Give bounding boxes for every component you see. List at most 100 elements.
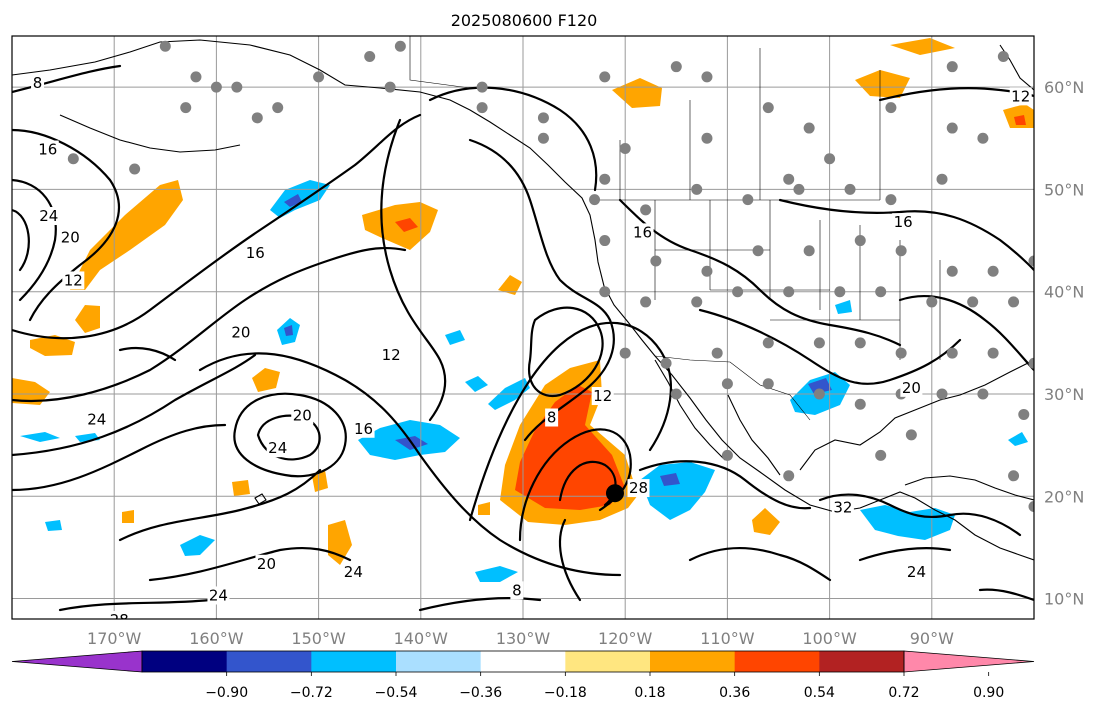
contour-label-bg — [900, 378, 923, 397]
negative-anomaly-area — [835, 300, 852, 314]
contour-line — [198, 352, 622, 577]
contour-line — [818, 493, 1022, 537]
contour-line — [558, 518, 582, 602]
colorbar-bin — [396, 651, 482, 672]
station-dot — [885, 194, 897, 206]
contour-label: 12 — [1011, 87, 1030, 105]
border-line — [409, 36, 471, 89]
station-dot — [803, 245, 815, 257]
station-dot — [1028, 357, 1034, 369]
coastline — [904, 475, 1034, 501]
colorbar-bin — [311, 651, 397, 672]
colorbar-bin — [650, 651, 736, 672]
contour-line — [418, 596, 542, 612]
latitude-tick-label: 50°N — [1044, 180, 1084, 199]
coastline — [654, 359, 726, 461]
positive-anomaly-area — [75, 305, 100, 333]
contour-label-bg — [31, 74, 45, 93]
colorbar-frame — [141, 650, 905, 673]
colorbar-bin — [734, 651, 820, 672]
contour-label-bg — [255, 554, 278, 573]
longitude-tick-label: 140°W — [394, 629, 449, 648]
contour-line — [380, 118, 447, 422]
contour-line — [618, 198, 902, 347]
contour-label: 24 — [39, 207, 58, 225]
contour-line — [698, 308, 962, 385]
positive-anomaly-area — [312, 470, 328, 492]
contour-label: 24 — [209, 586, 228, 604]
station-dot — [946, 265, 958, 277]
latitude-tick-label: 40°N — [1044, 283, 1084, 302]
station-dot — [783, 286, 795, 298]
contour-line — [978, 588, 1034, 602]
contour-label: 16 — [38, 141, 57, 159]
contour-label-bg — [352, 419, 375, 438]
contour-line — [778, 198, 1034, 272]
station-dot — [803, 122, 815, 134]
station-dot — [599, 286, 611, 298]
positive-anomaly-area — [12, 378, 50, 405]
station-dot — [762, 337, 774, 349]
contour-label-bg — [266, 439, 289, 458]
coastline — [727, 394, 781, 476]
contour-line — [12, 64, 122, 94]
station-dot — [1028, 255, 1034, 267]
colorbar-extend-low — [11, 650, 143, 673]
negative-anomaly-area — [465, 376, 488, 392]
contour-label: 8 — [547, 409, 557, 427]
contour-line — [12, 353, 257, 457]
contour-label: 20 — [902, 379, 921, 397]
station-dot — [895, 245, 907, 257]
station-dot — [476, 102, 488, 114]
station-dot — [997, 50, 1009, 62]
station-dot — [946, 122, 958, 134]
contour-label-bg — [545, 408, 559, 427]
contour-label: 24 — [268, 439, 287, 457]
station-dot — [701, 71, 713, 83]
station-dot — [875, 449, 887, 461]
longitude-axis-labels: 170°W 160°W 150°W 140°W 130°W 120°W 110°W 100°W… — [87, 629, 954, 648]
station-dot — [180, 102, 192, 114]
station-dot — [701, 132, 713, 144]
colorbar-tick-label: −0.90 — [205, 685, 248, 701]
contour-line — [12, 128, 120, 322]
station-dot — [599, 173, 611, 185]
colorbar-tick-label: 0.72 — [888, 685, 919, 701]
contour-label: 16 — [354, 420, 373, 438]
colorbar-bin — [226, 651, 312, 672]
contour-label: 28 — [1041, 612, 1060, 630]
latitude-tick-label: 30°N — [1044, 385, 1084, 404]
colorbar-extend-high — [903, 650, 1035, 673]
colorbar-tick-label: 0.36 — [719, 685, 750, 701]
coastline — [12, 39, 1034, 561]
contour-label-bg — [905, 562, 928, 581]
contour-label-bg — [62, 271, 85, 290]
station-dot — [824, 153, 836, 165]
station-dot — [813, 388, 825, 400]
station-dot — [537, 112, 549, 124]
colorbar-tick-label: −0.18 — [544, 685, 587, 701]
longitude-tick-label: 170°W — [87, 629, 142, 648]
contour-label: 28 — [110, 611, 129, 629]
contour-label-bg — [510, 581, 524, 600]
contour-label-bg — [1039, 612, 1061, 630]
contour-label: 28 — [629, 479, 648, 497]
contour-label-bg — [36, 140, 59, 159]
station-dot — [967, 296, 979, 308]
station-dot — [721, 449, 733, 461]
lat-lon-grid — [12, 36, 1034, 619]
negative-anomaly-area — [860, 505, 955, 540]
station-dot — [783, 470, 795, 482]
station-dot — [875, 286, 887, 298]
longitude-tick-label: 110°W — [700, 629, 755, 648]
contour-label: 8 — [33, 74, 43, 92]
colorbar-bin — [480, 651, 566, 672]
contour-line — [148, 546, 352, 582]
contour-line — [468, 138, 615, 442]
negative-anomaly-area — [1008, 432, 1028, 446]
longitude-tick-label: 160°W — [189, 629, 244, 648]
station-dot — [987, 265, 999, 277]
longitude-tick-label: 90°W — [910, 629, 954, 648]
contour-label-bg — [37, 207, 60, 226]
